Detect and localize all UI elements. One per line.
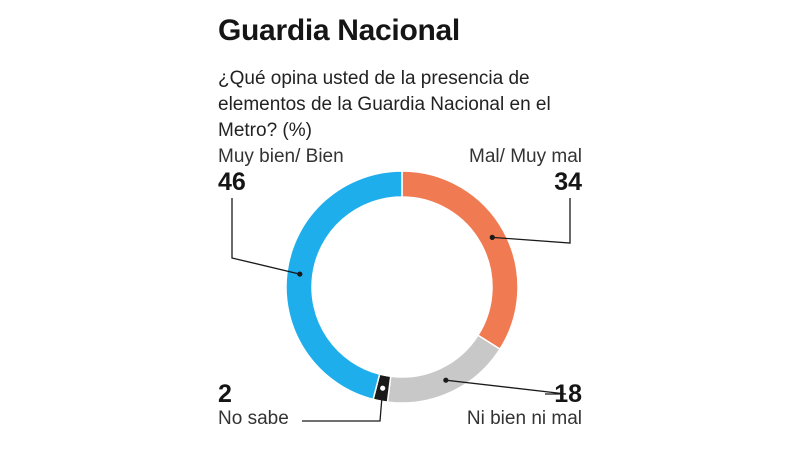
label-ni-bien-ni-mal: Ni bien ni mal <box>466 408 582 429</box>
value-muy-bien-bien: 46 <box>218 168 246 196</box>
label-no-sabe: No sabe <box>218 408 289 429</box>
leader-dot-ni-bien-ni-mal <box>443 377 449 383</box>
value-no-sabe: 2 <box>218 380 232 408</box>
leader-line-muy-bien-bien <box>231 198 300 275</box>
value-mal-muy-mal: 34 <box>554 168 582 196</box>
value-ni-bien-ni-mal: 18 <box>554 380 582 408</box>
label-mal-muy-mal: Mal/ Muy mal <box>469 146 582 167</box>
chart-subtitle: ¿Qué opina usted de la presencia de elem… <box>218 68 551 141</box>
leader-dot-muy-bien-bien <box>297 271 303 277</box>
slice-muy-bien-bien <box>285 170 403 401</box>
chart-title: Guardia Nacional <box>218 14 460 47</box>
label-muy-bien-bien: Muy bien/ Bien <box>218 146 344 167</box>
slice-mal-muy-mal <box>401 170 519 351</box>
slice-ni-bien-ni-mal <box>386 334 501 404</box>
leader-line-ni-bien-ni-mal <box>445 379 567 395</box>
leader-line-no-sabe <box>302 388 384 422</box>
leader-dot-no-sabe <box>380 385 386 391</box>
leader-line-mal-muy-mal <box>492 198 571 244</box>
leader-dot-mal-muy-mal <box>489 234 495 240</box>
